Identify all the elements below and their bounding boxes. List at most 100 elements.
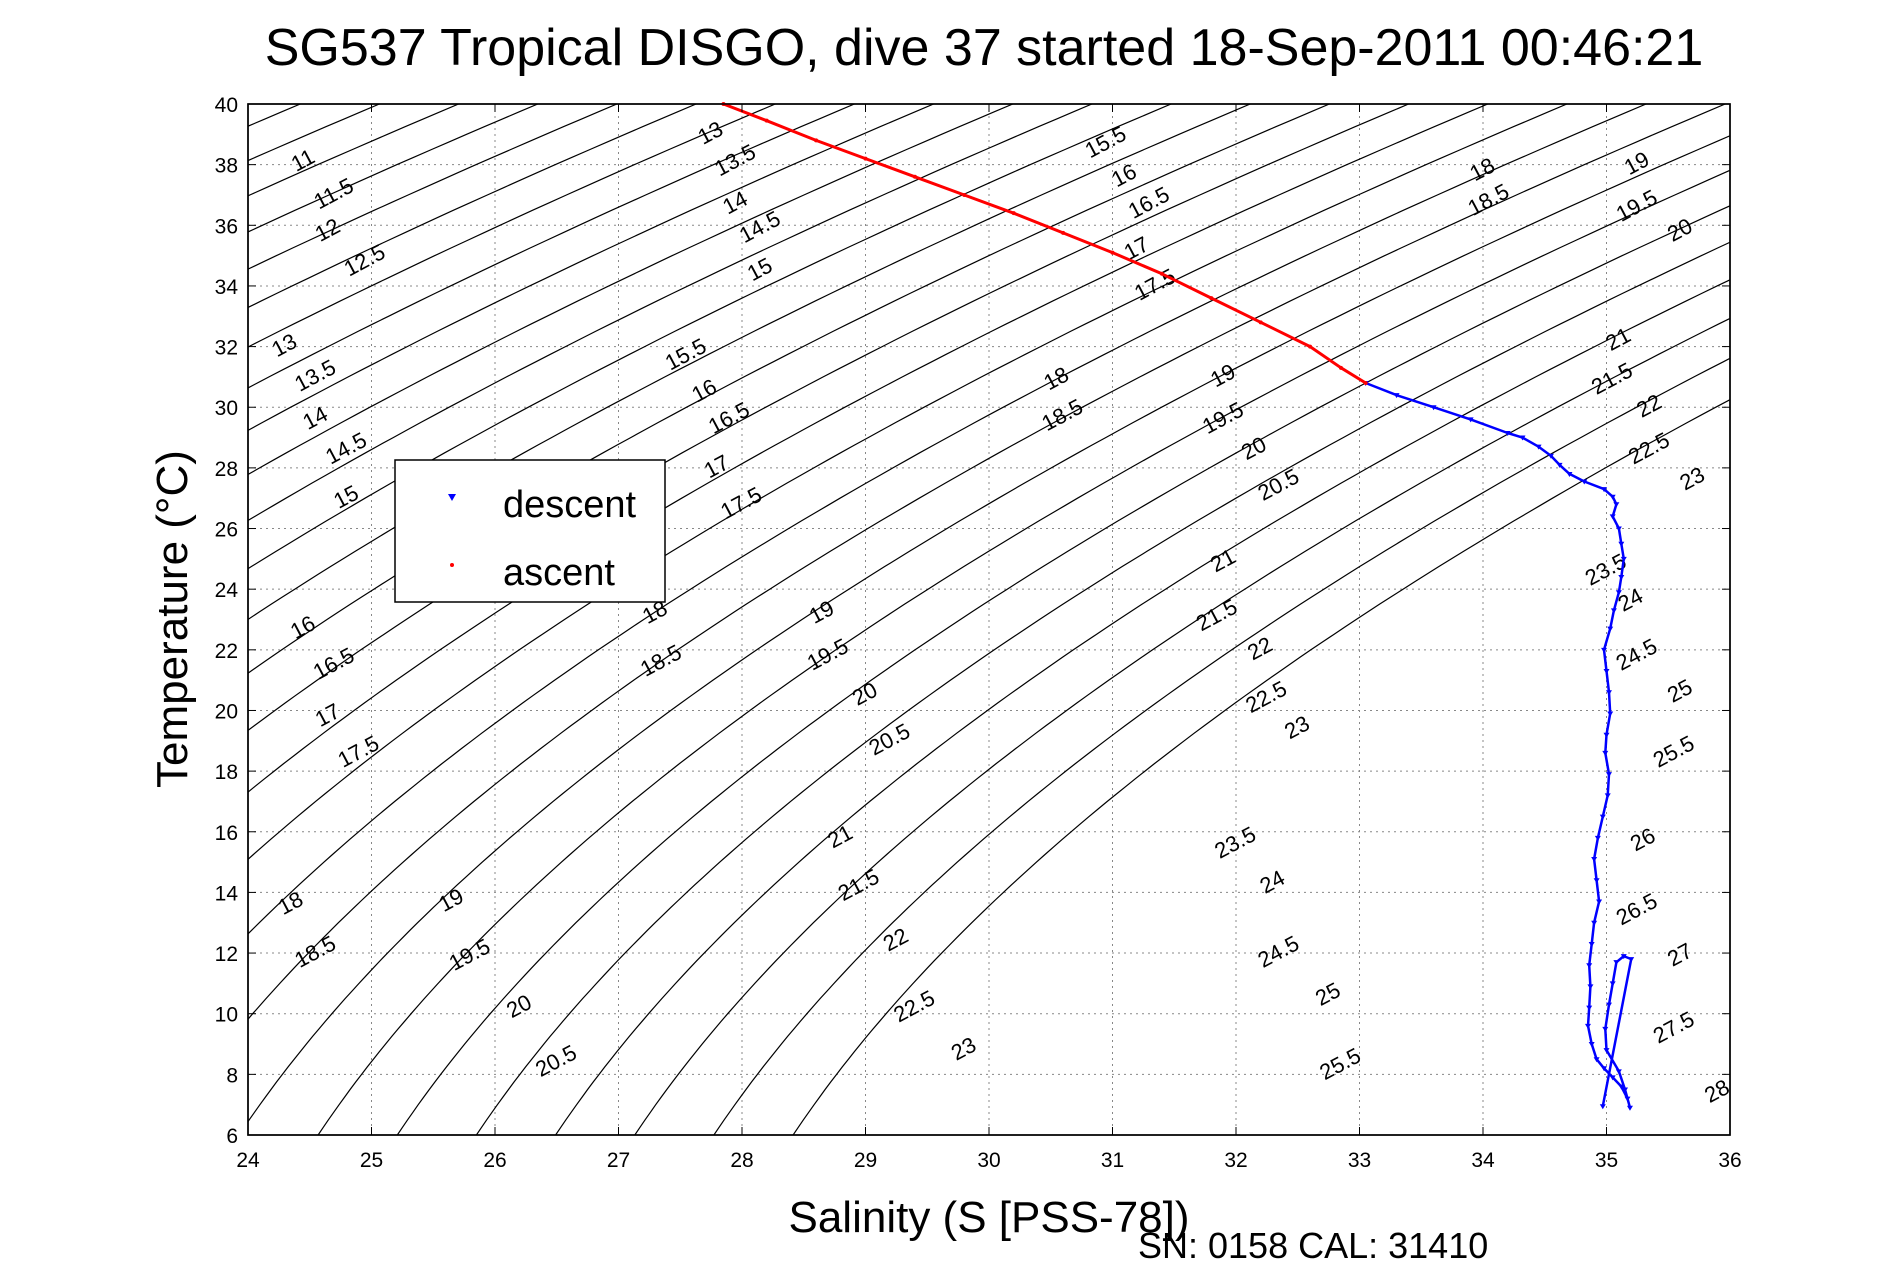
y-tick-label: 6 [226, 1125, 238, 1148]
density-contours [248, 104, 1730, 1135]
data-point-ascent [1061, 230, 1066, 235]
density-contour-line [317, 169, 1730, 1135]
data-point-descent [1618, 575, 1625, 581]
density-contour-line [792, 399, 1730, 1135]
data-point-descent [1599, 814, 1606, 820]
data-point-descent [1609, 494, 1616, 500]
data-point-descent [1609, 981, 1616, 987]
data-point-descent [1620, 556, 1627, 562]
data-point-descent [1604, 793, 1611, 799]
data-point-ascent [1159, 271, 1164, 276]
data-point-ascent [1110, 250, 1115, 255]
data-point-descent [1594, 835, 1601, 841]
data-point-descent [1535, 444, 1542, 450]
density-contour-line [248, 104, 1409, 732]
density-contour-line [396, 205, 1730, 1135]
density-contour-line [248, 104, 1647, 935]
density-contour-line [248, 104, 1726, 1021]
data-point-descent [1615, 1069, 1622, 1075]
density-contour-line [475, 241, 1730, 1135]
data-point-descent [1615, 526, 1622, 532]
data-point-ascent [962, 192, 967, 197]
legend: descent ascent [394, 459, 666, 603]
y-tick-label: 30 [215, 397, 238, 420]
x-tick-label: 31 [1101, 1149, 1124, 1172]
x-axis-label: Salinity (S [PSS-78]) [788, 1193, 1189, 1242]
data-point-ascent [1308, 344, 1313, 349]
density-contour-line [248, 104, 934, 432]
data-point-descent [1620, 954, 1627, 960]
y-tick-label: 38 [215, 155, 238, 178]
data-point-descent [1618, 541, 1625, 547]
data-point-descent [1607, 711, 1614, 717]
data-point-descent [1603, 1048, 1610, 1054]
density-contour-line [248, 135, 1730, 1123]
density-contour-line [248, 104, 1251, 621]
y-tick-label: 24 [215, 579, 239, 602]
density-contour-line [248, 104, 1568, 861]
data-point-descent [1602, 1026, 1609, 1032]
series-ascent [721, 102, 1368, 385]
data-point-descent [1593, 878, 1600, 884]
y-tick-label: 18 [215, 761, 238, 784]
x-tick-label: 36 [1718, 1149, 1741, 1172]
serial-calibration-footer: SN: 0158 CAL: 31410 [1138, 1225, 1488, 1262]
y-tick-label: 36 [215, 215, 238, 238]
x-tick-label: 26 [483, 1149, 506, 1172]
data-point-descent [1581, 479, 1588, 485]
data-point-descent [1610, 608, 1617, 614]
density-contour-line [248, 104, 1489, 793]
legend-marker-descent [448, 494, 456, 501]
x-tick-label: 33 [1348, 1149, 1371, 1172]
x-tick-label: 35 [1595, 1149, 1618, 1172]
y-tick-label: 10 [215, 1004, 238, 1027]
data-point-descent [1596, 899, 1603, 905]
data-point-descent [1586, 1005, 1593, 1011]
y-tick-label: 34 [215, 276, 239, 299]
y-tick-label: 12 [215, 943, 238, 966]
density-contour-line [248, 104, 1014, 476]
data-point-descent [1605, 690, 1612, 696]
data-point-descent [1601, 647, 1608, 653]
data-point-descent [1588, 1042, 1595, 1048]
data-point-descent [1615, 590, 1622, 596]
data-point-ascent [814, 138, 819, 143]
data-point-descent [1586, 963, 1593, 969]
density-contour-line [248, 104, 855, 389]
y-tick-label: 22 [215, 640, 238, 663]
data-point-descent [1603, 669, 1610, 675]
data-point-descent [1519, 435, 1526, 441]
data-point-descent [1393, 393, 1400, 399]
data-point-descent [1605, 772, 1612, 778]
data-point-descent [1591, 920, 1598, 926]
x-tick-label: 25 [360, 1149, 383, 1172]
density-contour-line [248, 104, 1093, 522]
y-tick-label: 28 [215, 458, 238, 481]
data-point-descent [1626, 1105, 1633, 1111]
x-tick-label: 27 [607, 1149, 630, 1172]
density-contour-line [634, 317, 1730, 1135]
legend-label-ascent: ascent [503, 552, 615, 594]
y-tick-label: 40 [215, 94, 238, 117]
y-tick-label: 16 [215, 822, 238, 845]
data-point-descent [1607, 626, 1614, 632]
density-contour-line [555, 279, 1730, 1135]
density-contour-line [248, 104, 776, 348]
data-point-ascent [912, 174, 917, 179]
data-point-descent [1622, 1087, 1629, 1093]
data-point-descent [1628, 957, 1635, 963]
data-point-ascent [1338, 365, 1343, 370]
legend-marker-ascent [450, 563, 454, 567]
data-point-descent [1601, 1066, 1608, 1072]
x-tick-label: 28 [730, 1149, 753, 1172]
data-point-descent [1547, 453, 1554, 459]
data-point-ascent [764, 118, 769, 123]
y-tick-label: 26 [215, 519, 238, 542]
data-point-descent [1504, 431, 1511, 437]
data-point-descent [1566, 471, 1573, 477]
data-point-ascent [1011, 211, 1016, 216]
data-point-descent [1624, 1096, 1631, 1102]
plot-area: 1111.51212.51313.51414.5151313.51414.515… [247, 102, 1734, 1136]
legend-label-descent: descent [503, 484, 637, 526]
